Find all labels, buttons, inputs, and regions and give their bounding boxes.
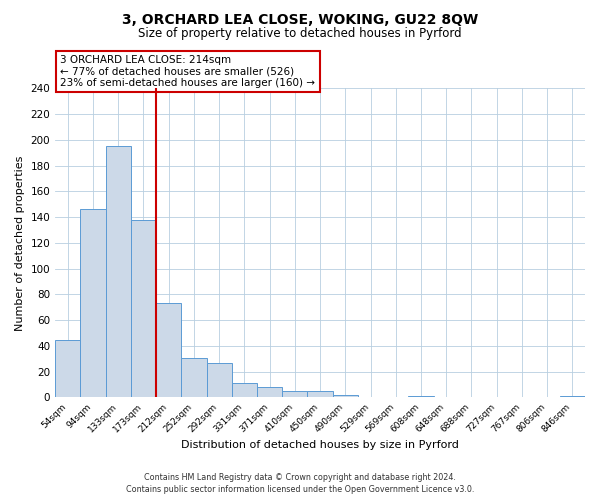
Text: Contains HM Land Registry data © Crown copyright and database right 2024.
Contai: Contains HM Land Registry data © Crown c… — [126, 472, 474, 494]
Bar — [332, 395, 358, 398]
Bar — [257, 387, 282, 398]
Text: Size of property relative to detached houses in Pyrford: Size of property relative to detached ho… — [138, 28, 462, 40]
Bar — [409, 396, 434, 398]
Text: 3, ORCHARD LEA CLOSE, WOKING, GU22 8QW: 3, ORCHARD LEA CLOSE, WOKING, GU22 8QW — [122, 12, 478, 26]
Bar — [106, 146, 131, 398]
Bar — [232, 384, 257, 398]
Bar — [307, 391, 332, 398]
Bar — [131, 220, 156, 398]
Bar — [206, 362, 232, 398]
Y-axis label: Number of detached properties: Number of detached properties — [15, 155, 25, 330]
X-axis label: Distribution of detached houses by size in Pyrford: Distribution of detached houses by size … — [181, 440, 459, 450]
Bar — [560, 396, 585, 398]
Bar — [156, 304, 181, 398]
Bar — [181, 358, 206, 398]
Bar — [282, 391, 307, 398]
Bar — [80, 210, 106, 398]
Bar — [55, 340, 80, 398]
Text: 3 ORCHARD LEA CLOSE: 214sqm
← 77% of detached houses are smaller (526)
23% of se: 3 ORCHARD LEA CLOSE: 214sqm ← 77% of det… — [61, 55, 316, 88]
